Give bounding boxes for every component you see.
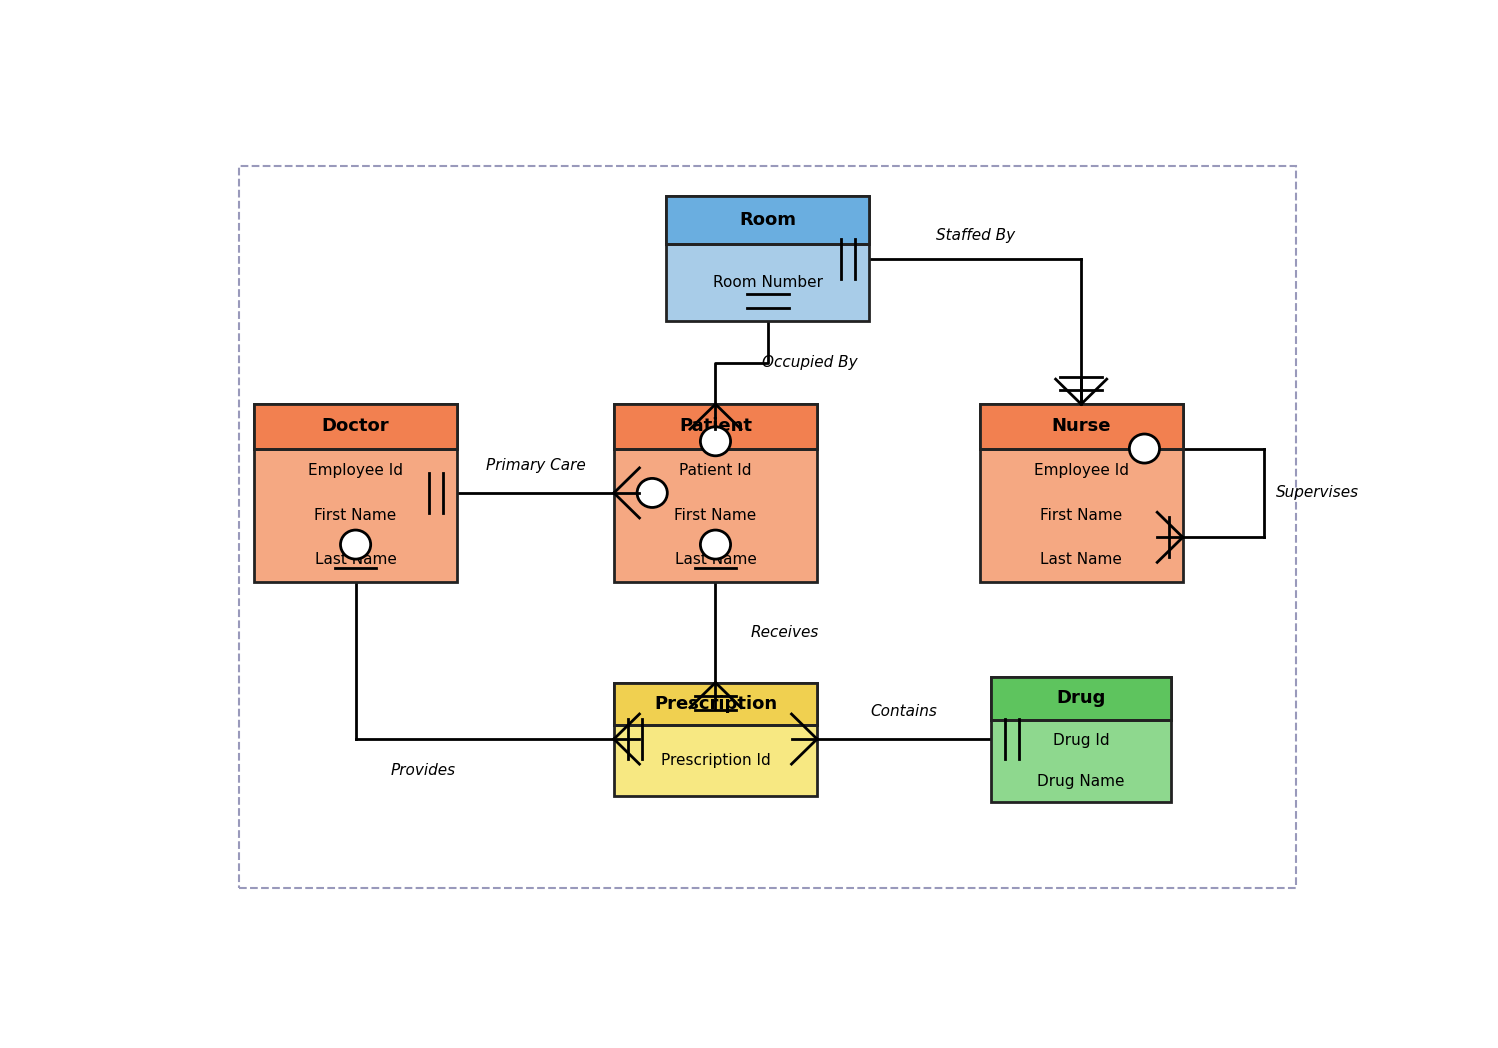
Text: Primary Care: Primary Care (485, 458, 586, 473)
Text: Nurse: Nurse (1052, 417, 1112, 435)
Bar (992, 677, 1171, 720)
Bar (614, 682, 816, 795)
Text: Occupied By: Occupied By (762, 355, 857, 370)
Ellipse shape (701, 427, 731, 456)
Text: Contains: Contains (870, 704, 938, 719)
Text: First Name: First Name (1040, 507, 1122, 523)
Bar (980, 405, 1183, 449)
Bar (614, 405, 816, 582)
Text: Room Number: Room Number (713, 276, 822, 290)
Text: Drug Name: Drug Name (1038, 773, 1125, 789)
Ellipse shape (637, 478, 667, 507)
Text: Last Name: Last Name (1040, 552, 1122, 567)
Bar (992, 677, 1171, 802)
Bar (667, 196, 869, 244)
Text: Employee Id: Employee Id (1034, 463, 1128, 478)
Text: Supervises: Supervises (1276, 485, 1359, 501)
Text: Prescription: Prescription (655, 695, 777, 713)
Bar (980, 405, 1183, 582)
Text: Prescription Id: Prescription Id (661, 754, 770, 768)
Ellipse shape (340, 530, 370, 559)
Text: First Name: First Name (315, 507, 397, 523)
Text: Patient: Patient (679, 417, 752, 435)
Text: First Name: First Name (674, 507, 756, 523)
Bar (255, 405, 457, 582)
Text: Doctor: Doctor (322, 417, 389, 435)
Text: Receives: Receives (750, 625, 819, 639)
Text: Last Name: Last Name (315, 552, 397, 567)
Ellipse shape (701, 530, 731, 559)
Text: Room: Room (739, 211, 797, 230)
Text: Provides: Provides (391, 763, 455, 779)
Bar (614, 405, 816, 449)
Bar (255, 405, 457, 449)
Bar (614, 682, 816, 725)
Text: Staffed By: Staffed By (936, 227, 1014, 243)
Text: Drug: Drug (1056, 690, 1106, 707)
Text: Employee Id: Employee Id (309, 463, 403, 478)
Text: Drug Id: Drug Id (1053, 734, 1110, 748)
Bar (667, 196, 869, 322)
Text: Patient Id: Patient Id (679, 463, 752, 478)
Bar (240, 166, 1296, 889)
Ellipse shape (1129, 434, 1159, 463)
Text: Last Name: Last Name (674, 552, 756, 567)
